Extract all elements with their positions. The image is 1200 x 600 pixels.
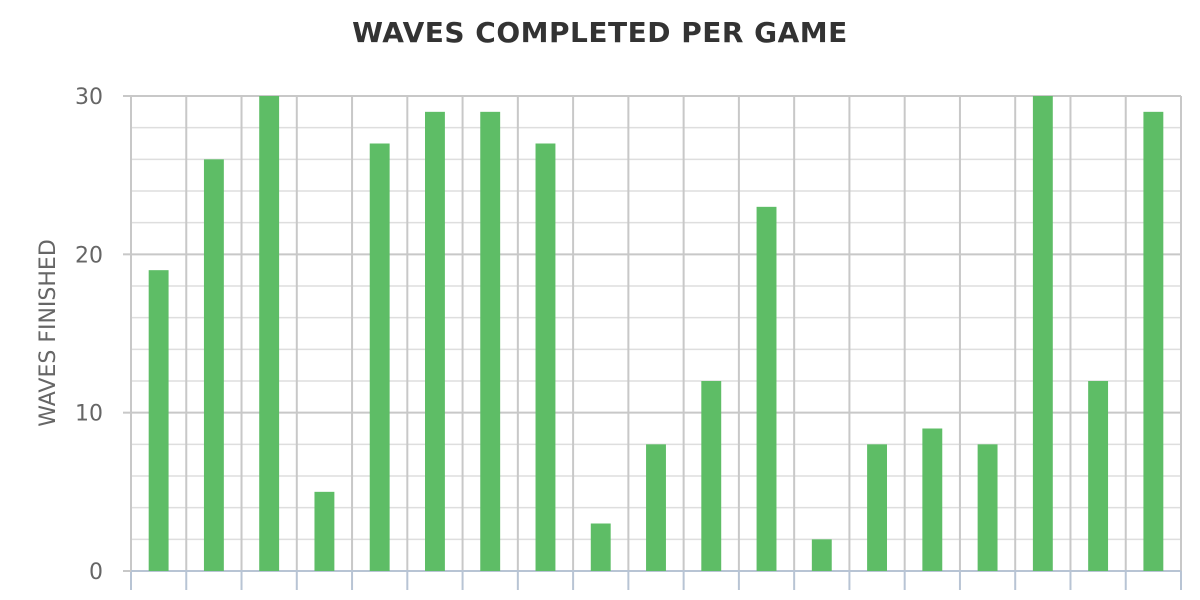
bar xyxy=(535,143,556,571)
grid xyxy=(130,95,1182,590)
bar xyxy=(590,523,611,571)
bar xyxy=(1143,111,1164,571)
bar xyxy=(480,111,501,571)
y-tick-label: 10 xyxy=(75,402,103,427)
bar xyxy=(148,270,169,571)
y-axis-label: WAVES FINISHED xyxy=(36,239,61,427)
bar xyxy=(811,539,832,571)
bar xyxy=(1088,381,1109,571)
bar xyxy=(425,111,445,571)
bars xyxy=(148,96,1164,572)
bar xyxy=(203,159,224,572)
bar xyxy=(646,444,666,571)
chart-title: WAVES COMPLETED PER GAME xyxy=(352,16,848,49)
bar xyxy=(756,206,777,572)
bar xyxy=(922,428,943,571)
bar xyxy=(1032,96,1053,571)
bar xyxy=(867,444,887,571)
bar xyxy=(314,491,335,571)
y-tick-label: 0 xyxy=(89,560,103,585)
y-tick-label: 20 xyxy=(75,243,103,268)
bar xyxy=(977,444,998,571)
bar xyxy=(369,143,390,571)
y-axis-ticks: 0 10 20 30 xyxy=(75,85,131,585)
bar xyxy=(259,96,280,571)
bar xyxy=(701,381,722,571)
y-tick-label: 30 xyxy=(75,85,103,110)
